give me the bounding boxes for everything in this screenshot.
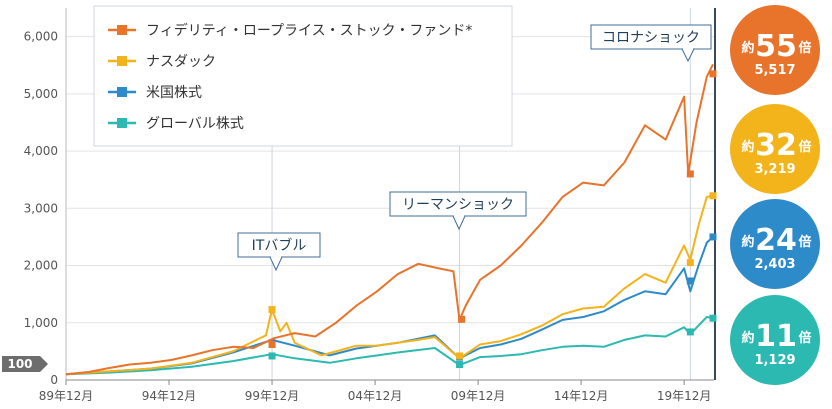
series-line [65,194,714,376]
series-marker [686,259,694,267]
badge-prefix: 約 [741,234,754,250]
series-marker [709,192,717,200]
start-badge-shape [2,356,48,372]
start-badge-label: 100 [7,357,32,371]
x-tick-label: 94年12月 [142,389,197,403]
x-tick-label: 89年12月 [39,389,94,403]
annotation-pointer [452,215,466,231]
multiplier-badge [730,104,820,194]
annotation-pointer [269,256,283,272]
x-tick-label: 19年12月 [657,389,712,403]
multiplier-badge [730,5,820,95]
y-tick-label: 1,000 [24,316,58,330]
x-tick-label: 04年12月 [348,389,403,403]
legend-label: グローバル株式 [146,116,244,132]
badge-multiplier-value: 11 [755,319,797,354]
series-marker [456,352,464,360]
badge-prefix: 約 [741,40,754,56]
badge-multiplier-value: 24 [755,223,797,258]
badge-end-value: 3,219 [754,162,795,177]
legend-swatch-marker [117,87,127,97]
series-layer [65,63,717,376]
series-marker [709,314,717,322]
annotation-label: ITバブル [252,237,307,254]
legend-label: 米国株式 [146,85,202,101]
legend-box [93,5,513,147]
series-line [65,316,714,376]
badge-multiplier-value: 55 [755,29,797,64]
series-line [65,63,714,376]
legend-label: ナスダック [146,54,216,70]
badge-prefix: 約 [741,330,754,346]
series-marker [456,361,464,369]
annotation-box [590,24,712,50]
badge-end-value: 2,403 [754,257,795,272]
multiplier-badge [730,199,820,289]
badge-suffix: 倍 [798,40,811,56]
y-tick-label: 0 [50,373,58,387]
y-tick-label: 4,000 [24,144,58,158]
legend-swatch-marker [117,56,127,66]
legend-swatch-marker [117,25,127,35]
badge-suffix: 倍 [798,330,811,346]
badge-end-value: 5,517 [754,63,795,78]
series-marker [686,277,694,285]
series-marker [686,328,694,336]
legend-swatch-marker [117,118,127,128]
series-marker [686,170,694,178]
badge-suffix: 倍 [798,234,811,250]
series-marker [709,70,717,78]
badge-multiplier-value: 32 [755,128,797,163]
annotation-label: コロナショック [602,30,700,46]
annotation-pointer [681,48,695,63]
annotation-label: リーマンショック [402,197,514,213]
y-tick-label: 6,000 [24,30,58,44]
series-marker [458,315,466,323]
annotation-box [237,232,321,258]
badge-suffix: 倍 [798,139,811,155]
x-tick-label: 99年12月 [245,389,300,403]
multiplier-badge [730,295,820,385]
series-marker [268,352,276,360]
legend-label: フィデリティ・ロープライス・ストック・ファンド* [146,22,472,39]
y-tick-label: 5,000 [24,87,58,101]
annotation-box [389,191,527,217]
x-tick-label: 14年12月 [554,389,609,403]
y-tick-label: 3,000 [24,201,58,215]
annotations: ITバブル リーマンショック コロナショック [237,24,712,272]
badge-prefix: 約 [741,139,754,155]
series-marker [268,306,276,314]
badge-end-value: 1,129 [754,353,795,368]
series-marker [709,233,717,241]
x-tick-label: 09年12月 [451,389,506,403]
y-tick-label: 2,000 [24,259,58,273]
series-marker [268,341,276,349]
